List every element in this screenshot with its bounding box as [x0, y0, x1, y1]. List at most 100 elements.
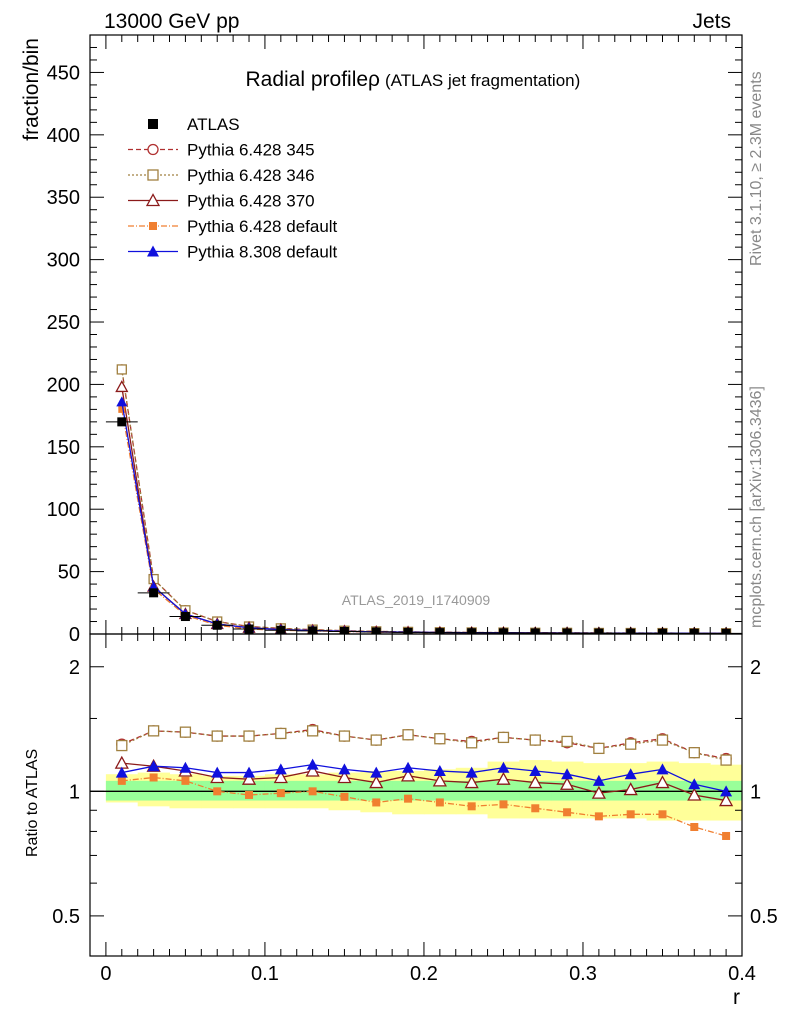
ratio-point-2-14 — [559, 776, 575, 790]
ratio-point-1-11 — [466, 737, 478, 749]
ratio-series-line-3 — [121, 776, 727, 837]
main-ytick-label-5: 250 — [47, 312, 80, 334]
ratio-point-4-8 — [370, 766, 383, 778]
ratio-point-1-6 — [306, 725, 319, 737]
main-ytick-label-0: 0 — [69, 624, 80, 646]
ratio-point-1-7 — [338, 730, 351, 742]
ratio-point-3-19 — [722, 831, 731, 840]
ratio-point-3-14 — [563, 808, 572, 817]
legend-marker-2 — [145, 193, 161, 207]
ratio-point-4-15 — [592, 774, 605, 786]
ratio-point-4-16 — [624, 768, 637, 780]
legend-label-3: Pythia 6.428 default — [187, 217, 338, 236]
legend-label-0: Pythia 6.428 345 — [187, 141, 315, 160]
xtick-label-3: 0.3 — [569, 963, 597, 985]
y-axis-label-main: fraction/bin — [20, 38, 43, 141]
ratio-point-4-3 — [211, 766, 224, 778]
main-ytick-label-4: 200 — [47, 374, 80, 396]
ratio-point-2-8 — [369, 775, 384, 789]
ratio-point-3-16 — [626, 810, 635, 819]
ratio-plot-panel: 0.5 0.5 1 1 2 2 0 0.1 0.2 0.3 0.4 Ratio to ATLAS — [24, 633, 778, 985]
ratio-point-3-18 — [690, 822, 699, 831]
main-ytick-label-1: 50 — [58, 562, 80, 584]
ratio-point-3-10 — [435, 798, 444, 807]
legend-entry-1: Pythia 6.428 346 — [128, 166, 315, 185]
legend-entry-3: Pythia 6.428 default — [128, 217, 338, 236]
ratio-point-3-17 — [658, 810, 667, 819]
xtick-label-1: 0.1 — [251, 963, 279, 985]
main-plot-panel: 0 50 100 150 200 250 300 350 400 450 Radial profi… — [20, 34, 743, 646]
ratio-point-2-5 — [273, 770, 288, 784]
legend-marker-1 — [147, 169, 159, 181]
ratio-point-1-19 — [720, 754, 732, 766]
ratio-point-4-5 — [274, 763, 287, 775]
ratio-point-2-17 — [655, 775, 670, 789]
ratio-point-3-2 — [181, 776, 190, 785]
ratio-point-3-3 — [213, 787, 222, 796]
main-ytick-label-7: 350 — [47, 187, 80, 209]
ratio-point-4-18 — [688, 778, 701, 790]
ratio-point-2-12 — [496, 771, 511, 785]
ratio-point-4-9 — [402, 761, 415, 773]
ratio-point-1-15 — [593, 742, 605, 755]
main-point-4-0 — [116, 396, 128, 407]
ratio-point-1-17 — [656, 734, 669, 746]
ratio-ytick-label-right-2: 2 — [750, 657, 761, 679]
ratio-point-1-3 — [211, 730, 223, 742]
ratio-ytick-label-right-1: 1 — [750, 781, 761, 803]
ratio-point-2-7 — [337, 770, 352, 784]
ratio-point-1-16 — [625, 738, 637, 750]
ratio-series-line-0 — [121, 728, 727, 760]
ratio-series-group — [90, 723, 742, 840]
ratio-point-3-15 — [594, 812, 603, 821]
ratio-point-4-4 — [243, 766, 256, 778]
xtick-label-2: 0.2 — [410, 963, 438, 985]
y-axis-label-ratio: Ratio to ATLAS — [24, 749, 41, 857]
ratio-ytick-label-0: 0.5 — [52, 906, 80, 928]
ratio-point-1-18 — [688, 747, 700, 759]
ratio-point-1-1 — [147, 725, 160, 737]
ratio-series-line-4 — [121, 764, 727, 792]
ratio-point-3-4 — [245, 790, 254, 799]
legend-marker-data — [148, 119, 158, 129]
main-point-3-0 — [118, 405, 126, 413]
plot-title: Radial profileρ — [245, 68, 380, 91]
ratio-point-4-13 — [529, 764, 542, 776]
ratio-point-2-0 — [114, 755, 129, 769]
ratio-point-3-5 — [276, 789, 285, 798]
main-ytick-label-6: 300 — [47, 250, 80, 272]
ratio-point-3-0 — [117, 776, 126, 785]
ratio-point-3-6 — [308, 787, 317, 796]
ratio-point-4-17 — [656, 763, 669, 775]
ratio-point-2-6 — [305, 763, 320, 777]
ratio-point-2-15 — [591, 785, 606, 799]
main-point-2-0 — [115, 380, 129, 393]
ratio-point-2-11 — [464, 775, 479, 789]
ratio-point-1-9 — [402, 729, 414, 741]
ratio-point-4-12 — [497, 761, 510, 773]
legend-marker-4 — [147, 245, 159, 257]
ratio-ytick-label-1: 1 — [69, 781, 80, 803]
ratio-point-1-0 — [116, 739, 128, 752]
ratio-point-1-14 — [561, 735, 573, 748]
main-ytick-label-3: 150 — [47, 437, 80, 459]
header-energy: 13000 GeV pp — [104, 10, 239, 33]
legend-label-data: ATLAS — [187, 115, 240, 134]
ratio-point-1-12 — [497, 731, 510, 744]
legend-label-2: Pythia 6.428 370 — [187, 192, 315, 211]
data-point-0 — [117, 417, 127, 427]
ratio-point-2-9 — [400, 768, 416, 782]
legend-entry-data: ATLAS — [148, 115, 240, 134]
legend: ATLAS Pythia 6.428 345 Pythia 6.428 346 Pyt… — [128, 115, 338, 262]
ratio-point-4-11 — [465, 766, 478, 778]
ratio-point-3-7 — [340, 792, 349, 801]
ratio-point-3-11 — [467, 802, 476, 811]
ratio-point-1-13 — [529, 734, 541, 746]
ratio-ytick-label-2: 2 — [69, 657, 80, 679]
ratio-point-2-10 — [432, 773, 447, 787]
ratio-series-line-2 — [121, 762, 727, 802]
mcplots-label: mcplots.cern.ch [arXiv:1306.3436] — [748, 386, 765, 628]
ratio-point-4-0 — [115, 766, 128, 778]
ratio-point-1-10 — [434, 733, 446, 745]
data-point-3 — [212, 620, 222, 630]
